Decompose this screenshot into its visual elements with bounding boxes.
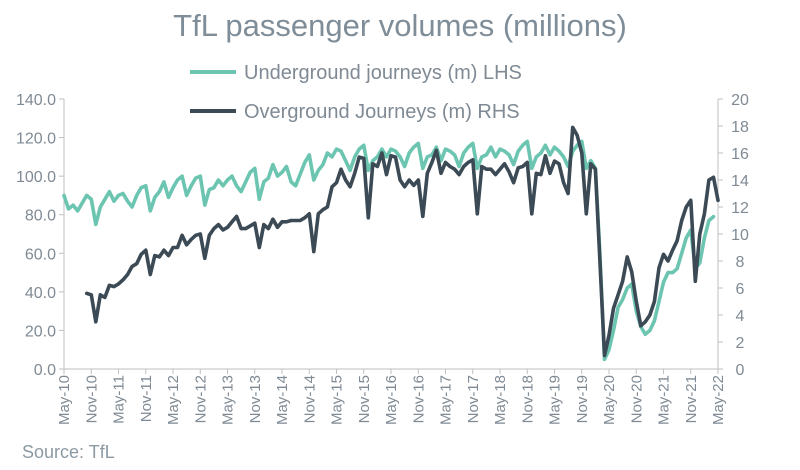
right-tick-label: 0 [736,362,745,379]
x-tick-label: May-12 [165,375,182,425]
right-tick-label: 20 [731,92,749,109]
right-tick-label: 18 [731,119,749,136]
left-tick-label: 100.0 [16,169,56,186]
left-tick-label: 20.0 [25,323,56,340]
x-tick-label: May-14 [274,375,291,425]
left-tick-label: 40.0 [25,285,56,302]
overground-series-line [84,125,720,358]
x-tick-label: May-19 [547,375,564,425]
x-tick-label: May-11 [111,375,128,424]
x-tick-label: May-17 [438,375,455,425]
legend-label-underground: Underground journeys (m) LHS [244,62,522,84]
underground-series-line [62,139,716,362]
x-tick-label: May-10 [56,375,73,425]
right-axis-ticks: 0 2 4 6 8 10 12 14 16 18 20 [718,92,749,379]
x-axis-ticks: May-10 Nov-10 May-11 Nov-11 May-12 Nov-12 May-… [56,369,727,425]
x-tick-label: May-16 [383,375,400,425]
x-tick-label: Nov-17 [465,375,482,423]
x-tick-label: Nov-20 [628,375,645,423]
x-tick-label: Nov-13 [247,375,264,423]
left-tick-label: 120.0 [16,131,56,148]
x-tick-label: Nov-21 [683,375,700,423]
x-tick-label: Nov-19 [574,375,591,423]
left-tick-label: 140.0 [16,92,56,109]
right-tick-label: 4 [736,308,745,325]
left-tick-label: 0.0 [34,362,56,379]
x-tick-label: May-15 [329,375,346,425]
x-tick-label: May-13 [220,375,237,425]
x-tick-label: Nov-18 [519,375,536,423]
x-tick-label: Nov-16 [410,375,427,423]
x-tick-label: Nov-14 [301,375,318,423]
x-tick-label: May-18 [492,375,509,425]
right-tick-label: 16 [731,146,749,163]
x-tick-label: May-21 [656,375,673,425]
axes [63,99,719,370]
x-tick-label: Nov-12 [192,375,209,423]
x-tick-label: Nov-10 [83,375,100,423]
x-tick-label: Nov-11 [138,375,155,422]
legend: Underground journeys (m) LHS Overground J… [190,62,522,123]
x-tick-label: May-22 [710,375,727,425]
right-tick-label: 10 [731,227,749,244]
right-tick-label: 8 [736,254,745,271]
left-tick-label: 80.0 [25,208,56,225]
source-note: Source: TfL [22,442,115,462]
x-tick-label: May-20 [601,375,618,425]
right-tick-label: 2 [736,335,745,352]
legend-label-overground: Overground Journeys (m) RHS [244,101,520,123]
x-tick-label: Nov-15 [356,375,373,423]
chart-title: TfL passenger volumes (millions) [173,8,627,43]
right-tick-label: 12 [731,200,749,217]
left-tick-label: 60.0 [25,246,56,263]
right-tick-label: 6 [736,281,745,298]
right-tick-label: 14 [731,173,749,190]
series-layer [62,125,720,362]
left-axis-ticks: 0.0 20.0 40.0 60.0 80.0 100.0 120.0 140.0 [16,92,64,379]
